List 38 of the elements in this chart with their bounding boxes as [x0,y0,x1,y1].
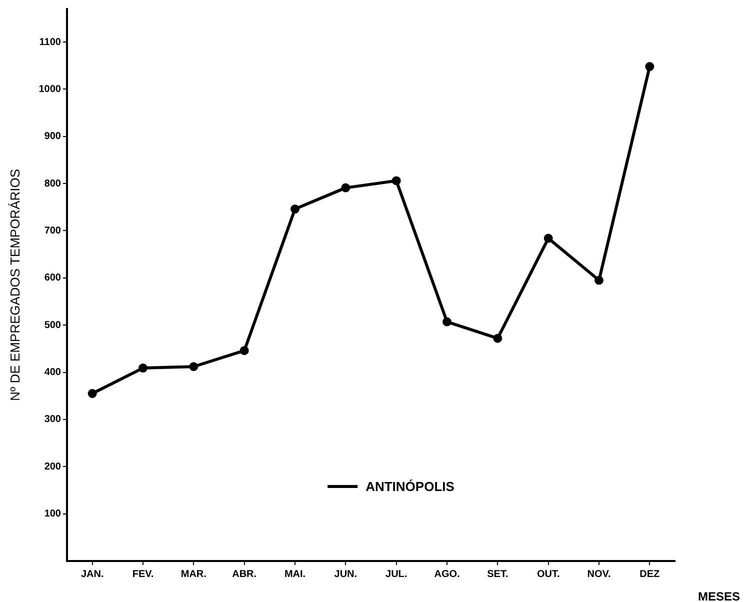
point [544,234,553,243]
point [594,276,604,285]
x-tick-label: SET. [487,568,508,580]
x-axis-title: MESES [698,589,740,602]
point [138,364,148,373]
y-axis-title: Nº DE EMPREGADOS TEMPORÁRIOS [7,168,22,402]
x-tick-label: NOV. [587,568,611,580]
x-tick-label: MAR. [180,568,207,580]
y-tick-label: 600 [44,272,62,284]
y-tick-label: 1000 [38,84,62,95]
point [645,62,654,72]
point [88,389,97,398]
x-tick-label: MAI. [284,568,306,580]
legend-label: ANTINÓPOLIS [366,479,455,494]
x-tick-label: OUT. [536,568,560,580]
point [493,334,502,343]
x-tick-label: ABR. [232,568,257,580]
y-tick-label: 100 [44,508,62,520]
point [392,176,401,186]
y-tick-label: 500 [44,320,62,331]
y-tick-label: 700 [44,225,62,236]
point [290,204,300,214]
y-tick-label: 800 [44,178,62,190]
y-tick-label: 400 [44,367,62,378]
y-tick-label: 200 [44,461,62,472]
y-tick-label: 900 [44,131,62,142]
point [189,362,198,372]
x-tick-label: DEZ [640,568,660,580]
x-tick-label: JAN. [80,568,104,580]
x-tick-label: JUL. [385,568,408,580]
point [341,183,350,192]
point [442,317,452,326]
point [240,346,249,356]
x-tick-label: JUN. [334,568,358,580]
x-tick-label: AGO. [434,568,460,580]
y-tick-label: 300 [44,414,62,426]
x-tick-label: FEV. [132,568,154,580]
y-tick-label: 1100 [39,36,62,48]
